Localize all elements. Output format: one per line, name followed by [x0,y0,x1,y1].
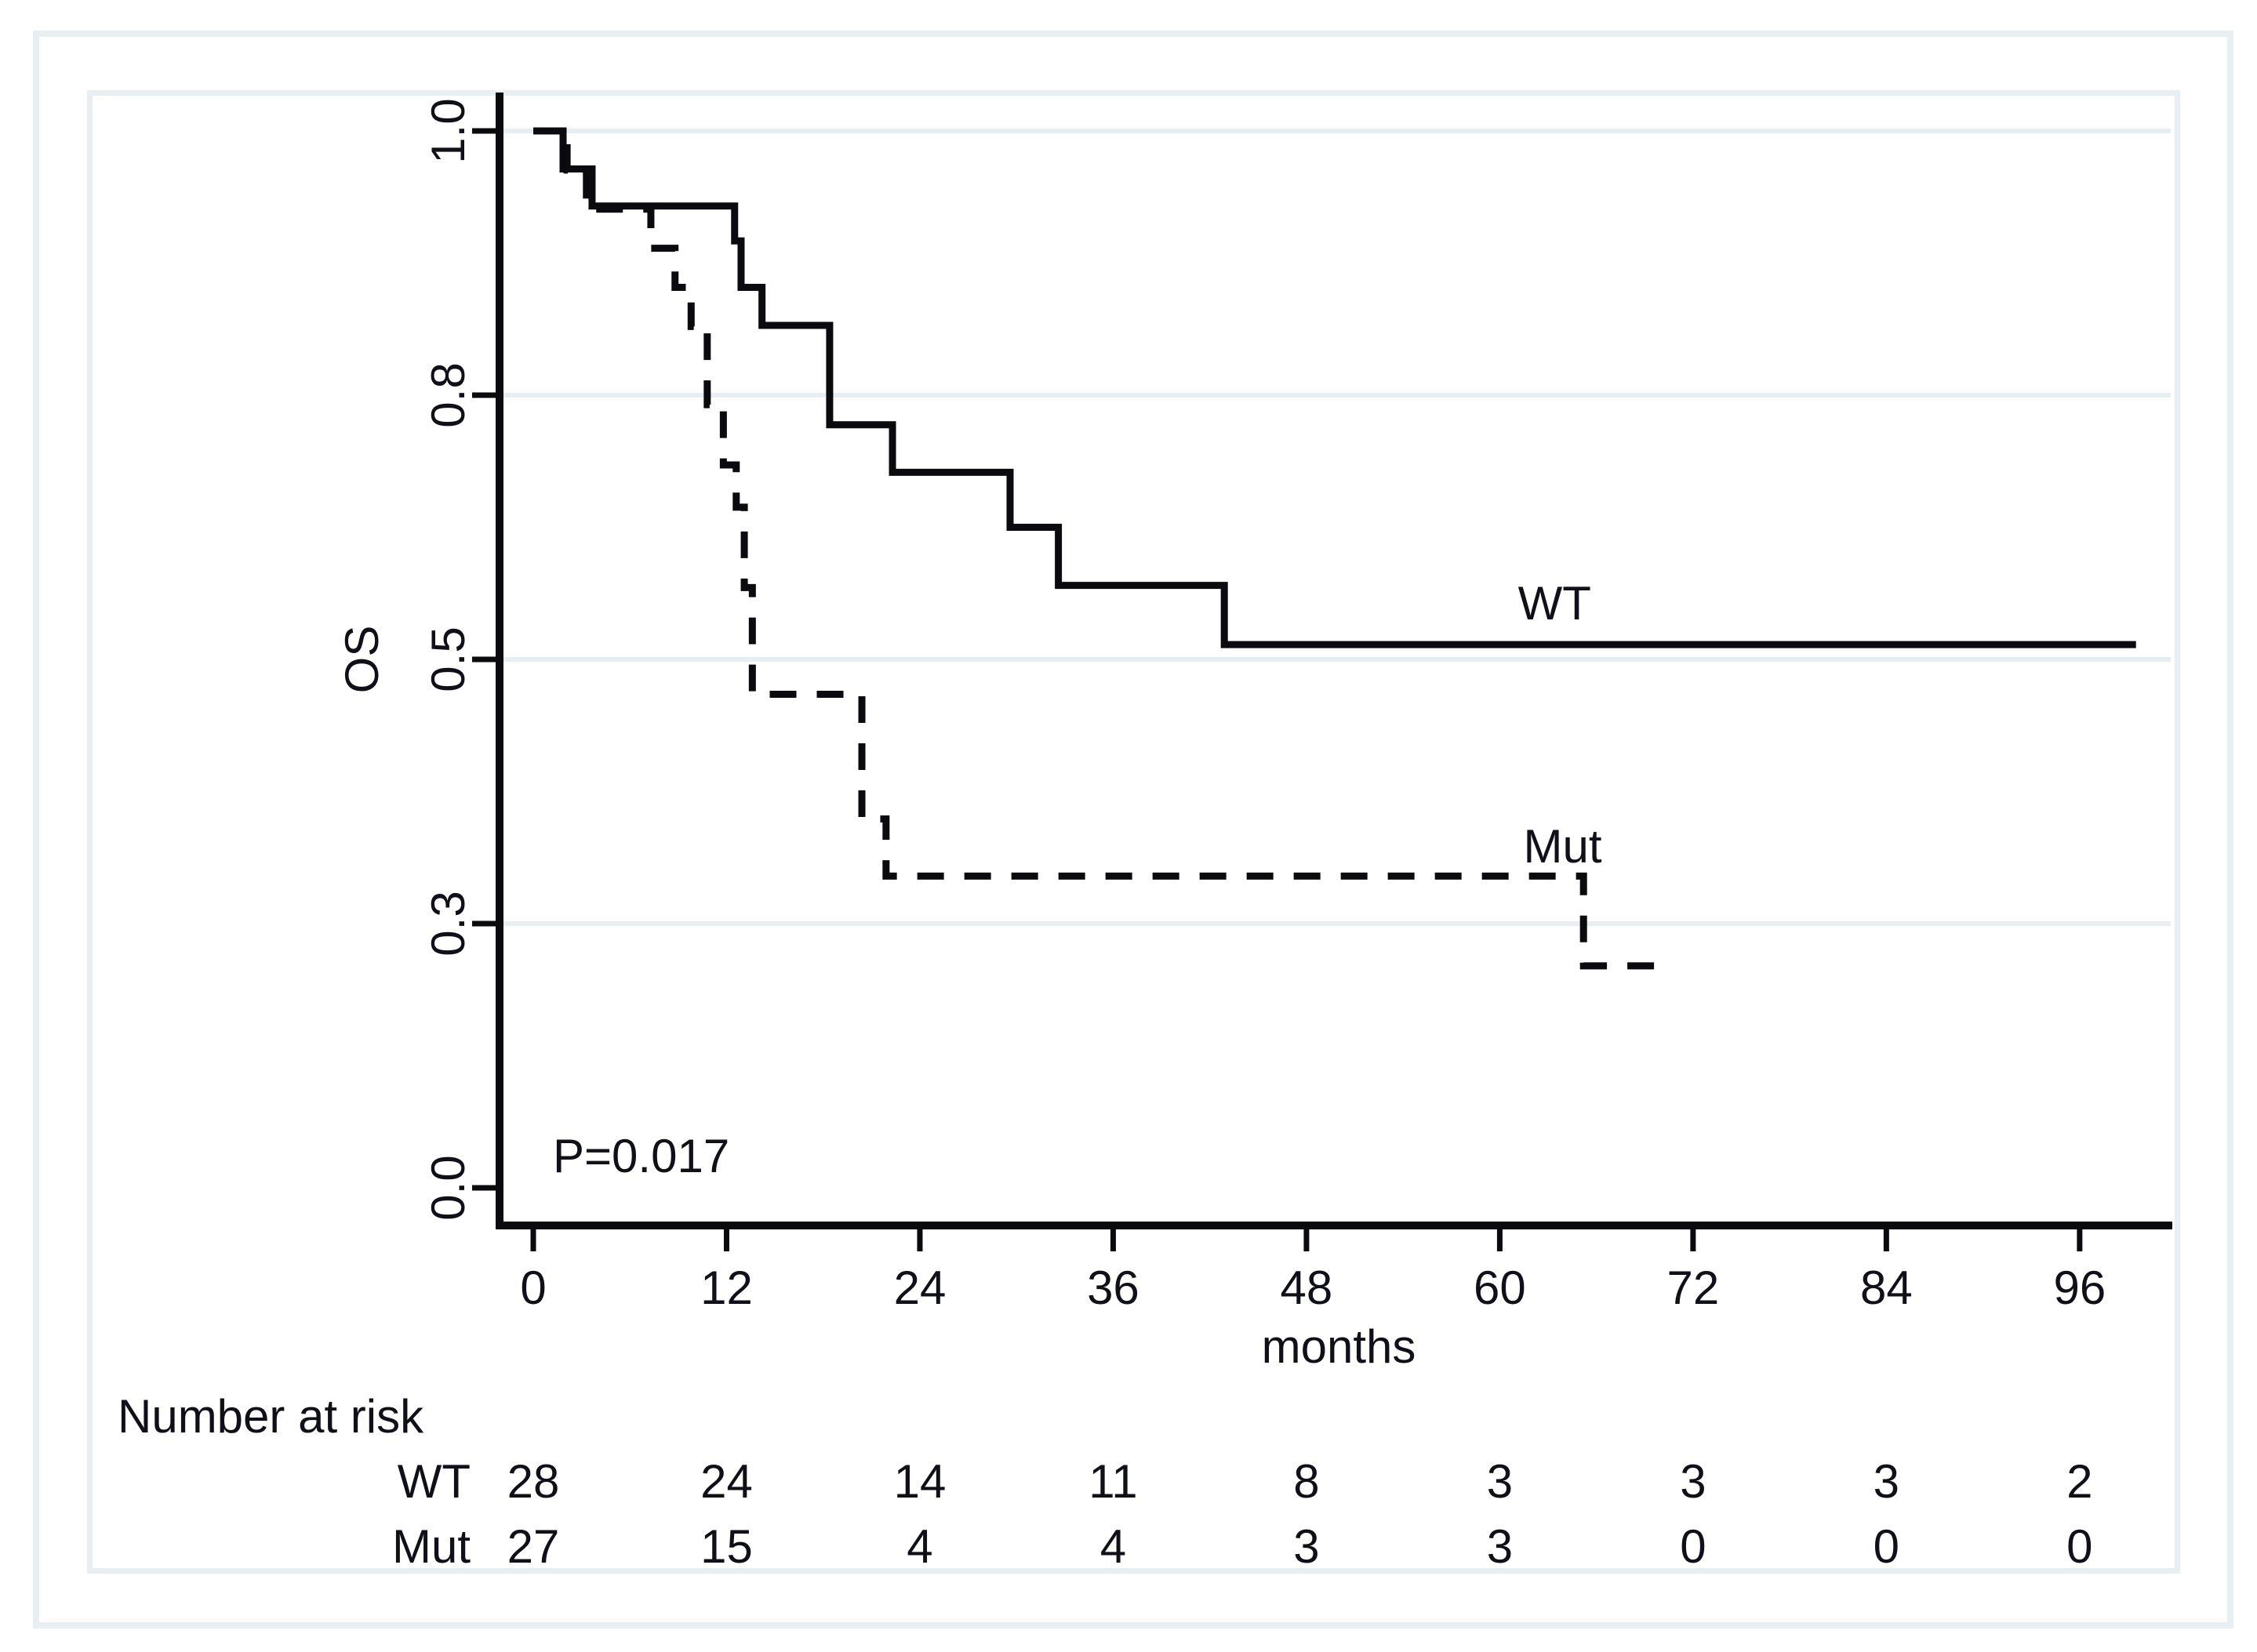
y-tick-label-1.0: 1.0 [422,98,474,164]
risk-count-mut-m96: 0 [2066,1520,2093,1573]
risk-table-title: Number at risk [118,1390,424,1443]
y-tick-label-0.0: 0.0 [422,1155,474,1221]
risk-count-mut-m84: 0 [1873,1520,1900,1573]
risk-row-label-mut: Mut [391,1520,471,1573]
x-tick-label-0: 0 [520,1262,547,1314]
curve-label-wt: WT [1517,576,1591,630]
risk-count-wt-m36: 11 [1089,1455,1138,1508]
y-tick-label-0.8: 0.8 [422,362,474,428]
risk-count-wt-m48: 8 [1293,1455,1320,1508]
p-value-annotation: P=0.017 [553,1130,730,1182]
risk-count-mut-m60: 3 [1486,1520,1514,1573]
x-tick-label-84: 84 [1859,1262,1913,1314]
risk-count-mut-m72: 0 [1680,1520,1706,1573]
risk-count-mut-m0: 27 [507,1520,560,1573]
risk-count-mut-m36: 4 [1099,1520,1127,1573]
curve-label-mut: Mut [1523,819,1602,873]
x-tick-label-36: 36 [1087,1262,1139,1314]
curve-wt [533,127,2136,648]
risk-count-wt-m72: 3 [1680,1455,1706,1508]
x-tick-label-12: 12 [700,1262,753,1314]
risk-count-wt-m24: 14 [893,1455,947,1508]
y-axis-title: OS [336,625,388,694]
risk-count-wt-m0: 28 [507,1455,560,1508]
risk-count-mut-m48: 3 [1293,1520,1320,1573]
y-tick-label-0.3: 0.3 [422,891,474,957]
risk-count-mut-m12: 15 [700,1520,753,1573]
x-axis-title: months [1261,1320,1416,1373]
x-tick-label-24: 24 [893,1262,947,1314]
risk-count-mut-m24: 4 [907,1520,933,1573]
x-tick-label-96: 96 [2053,1262,2106,1314]
curve-mut [533,127,1674,970]
risk-row-label-wt: WT [397,1455,471,1508]
x-tick-label-48: 48 [1280,1262,1333,1314]
risk-count-wt-m12: 24 [700,1455,753,1508]
risk-count-wt-m84: 3 [1873,1455,1900,1508]
risk-count-wt-m96: 2 [2066,1455,2093,1508]
x-tick-label-72: 72 [1666,1262,1720,1314]
plot-panel [87,90,2180,1574]
risk-count-wt-m60: 3 [1486,1455,1514,1508]
y-tick-label-0.5: 0.5 [422,626,474,692]
x-tick-label-60: 60 [1474,1262,1526,1314]
